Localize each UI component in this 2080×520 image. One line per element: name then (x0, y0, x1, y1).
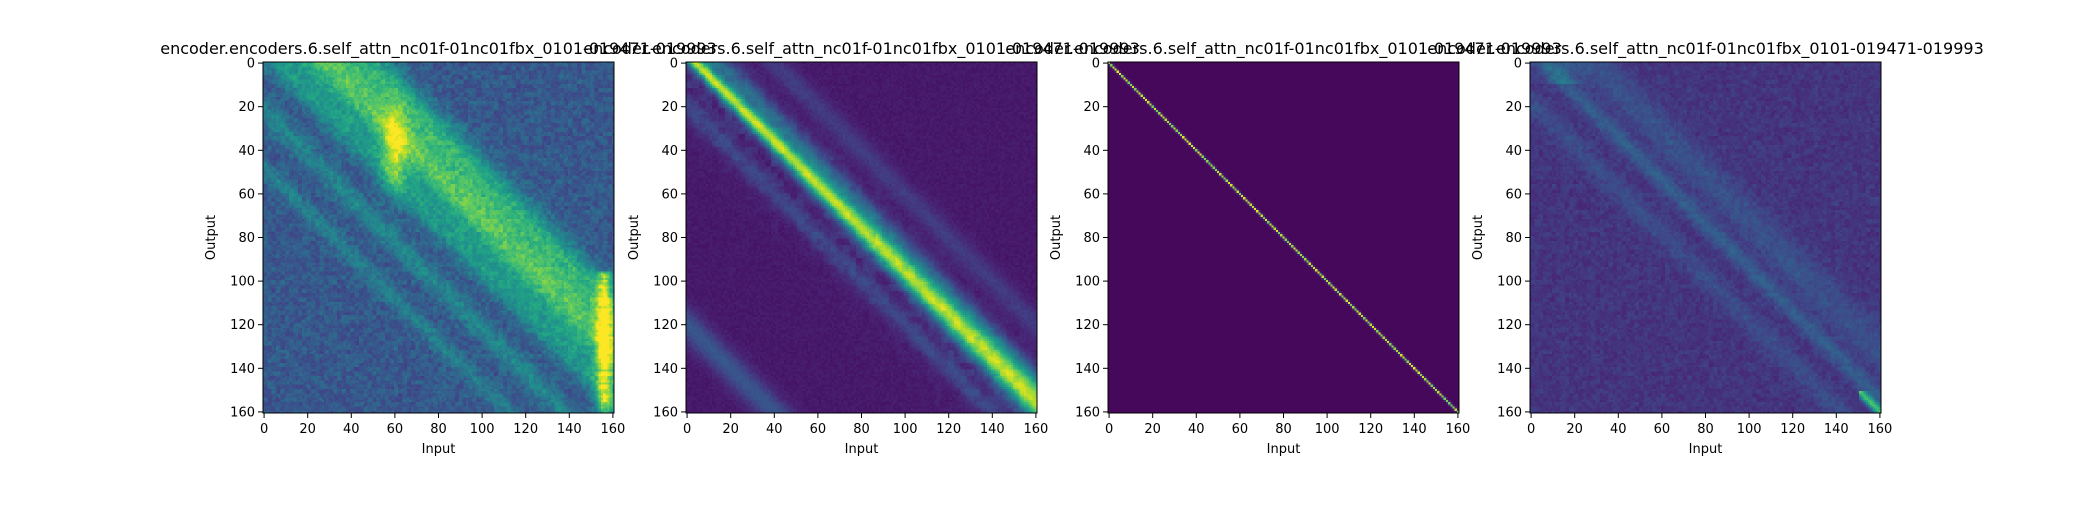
y-tick-label: 60 (1505, 187, 1522, 202)
x-tick-label: 160 (1023, 422, 1048, 437)
y-tick-label: 40 (238, 144, 255, 159)
heatmap-image (263, 62, 614, 413)
x-tick-label: 40 (766, 422, 783, 437)
y-tick-label: 60 (661, 187, 678, 202)
y-tick-label: 120 (230, 318, 255, 333)
y-tick-label: 160 (1075, 405, 1100, 420)
x-tick-label: 0 (1527, 422, 1535, 437)
y-tick-label: 40 (661, 144, 678, 159)
x-tick-label: 60 (1232, 422, 1249, 437)
y-tick-label: 0 (670, 57, 678, 72)
y-tick-label: 100 (1075, 275, 1100, 290)
x-tick-label: 160 (600, 422, 625, 437)
x-tick-label: 140 (980, 422, 1005, 437)
x-tick-label: 140 (557, 422, 582, 437)
x-axis-label: Input (422, 442, 456, 457)
x-tick-label: 60 (387, 422, 404, 437)
y-tick-label: 0 (1092, 57, 1100, 72)
x-tick-label: 20 (1144, 422, 1161, 437)
heatmap-panel-4: 0 20 40 60 80 100 120 140 160 0 20 40 60 80 100 120 140 1… (1427, 39, 1984, 457)
chart-title: encoder.encoders.6.self_attn_nc01f-01nc0… (1427, 39, 1984, 59)
x-tick-label: 120 (936, 422, 961, 437)
y-tick-label: 20 (661, 100, 678, 115)
chart-title: encoder.encoders.6.self_attn_nc01f-01nc0… (1005, 39, 1562, 59)
x-tick-label: 40 (343, 422, 360, 437)
y-tick-label: 80 (1083, 231, 1100, 246)
x-tick-label: 140 (1824, 422, 1849, 437)
x-tick-label: 0 (1105, 422, 1113, 437)
y-tick-label: 140 (1497, 362, 1522, 377)
x-tick-label: 100 (1315, 422, 1340, 437)
chart-title: encoder.encoders.6.self_attn_nc01f-01nc0… (583, 39, 1140, 59)
heatmap-panel-1: 0 20 40 60 80 100 120 140 160 0 20 40 60 80 100 120 140 1… (160, 39, 717, 457)
y-tick-label: 60 (238, 187, 255, 202)
y-tick-label: 0 (1514, 57, 1522, 72)
x-axis-label: Input (845, 442, 879, 457)
x-tick-label: 80 (430, 422, 447, 437)
x-axis-label: Input (1689, 442, 1723, 457)
x-tick-label: 80 (1697, 422, 1714, 437)
x-tick-label: 20 (722, 422, 739, 437)
y-tick-label: 160 (653, 405, 678, 420)
y-tick-label: 160 (230, 405, 255, 420)
x-tick-label: 140 (1402, 422, 1427, 437)
y-tick-label: 40 (1083, 144, 1100, 159)
y-tick-label: 80 (661, 231, 678, 246)
y-tick-label: 20 (1083, 100, 1100, 115)
y-tick-label: 80 (1505, 231, 1522, 246)
x-tick-label: 20 (1566, 422, 1583, 437)
heatmap-panel-3: 0 20 40 60 80 100 120 140 160 0 20 40 60 80 100 120 140 1… (1005, 39, 1562, 457)
y-tick-label: 140 (653, 362, 678, 377)
y-axis-label: Output (627, 215, 642, 260)
x-tick-label: 60 (810, 422, 827, 437)
y-tick-label: 120 (1497, 318, 1522, 333)
x-tick-label: 0 (260, 422, 268, 437)
y-tick-label: 120 (653, 318, 678, 333)
y-tick-label: 20 (238, 100, 255, 115)
y-axis-label: Output (1471, 215, 1486, 260)
y-axis-label: Output (204, 215, 219, 260)
y-tick-label: 80 (238, 231, 255, 246)
x-tick-label: 120 (513, 422, 538, 437)
x-tick-label: 40 (1188, 422, 1205, 437)
x-tick-label: 20 (299, 422, 316, 437)
y-tick-label: 160 (1497, 405, 1522, 420)
x-tick-label: 100 (1737, 422, 1762, 437)
x-tick-label: 40 (1610, 422, 1627, 437)
y-tick-label: 0 (247, 57, 255, 72)
y-tick-label: 40 (1505, 144, 1522, 159)
heatmap-image (1108, 62, 1459, 413)
x-tick-label: 100 (470, 422, 495, 437)
y-tick-label: 140 (1075, 362, 1100, 377)
x-tick-label: 120 (1358, 422, 1383, 437)
x-tick-label: 60 (1654, 422, 1671, 437)
y-tick-label: 100 (230, 275, 255, 290)
heatmap-image (1530, 62, 1881, 413)
heatmap-panel-2: 0 20 40 60 80 100 120 140 160 0 20 40 60 80 100 120 140 1… (583, 39, 1140, 457)
y-tick-label: 20 (1505, 100, 1522, 115)
y-tick-label: 140 (230, 362, 255, 377)
y-axis-label: Output (1049, 215, 1064, 260)
y-tick-label: 100 (1497, 275, 1522, 290)
x-tick-label: 0 (683, 422, 691, 437)
x-tick-label: 160 (1445, 422, 1470, 437)
x-tick-label: 120 (1780, 422, 1805, 437)
x-tick-label: 80 (1275, 422, 1292, 437)
y-tick-label: 100 (653, 275, 678, 290)
y-tick-label: 120 (1075, 318, 1100, 333)
x-tick-label: 100 (893, 422, 918, 437)
heatmap-image (686, 62, 1037, 413)
x-tick-label: 160 (1867, 422, 1892, 437)
x-axis-label: Input (1267, 442, 1301, 457)
x-tick-label: 80 (853, 422, 870, 437)
y-tick-label: 60 (1083, 187, 1100, 202)
chart-title: encoder.encoders.6.self_attn_nc01f-01nc0… (160, 39, 717, 59)
